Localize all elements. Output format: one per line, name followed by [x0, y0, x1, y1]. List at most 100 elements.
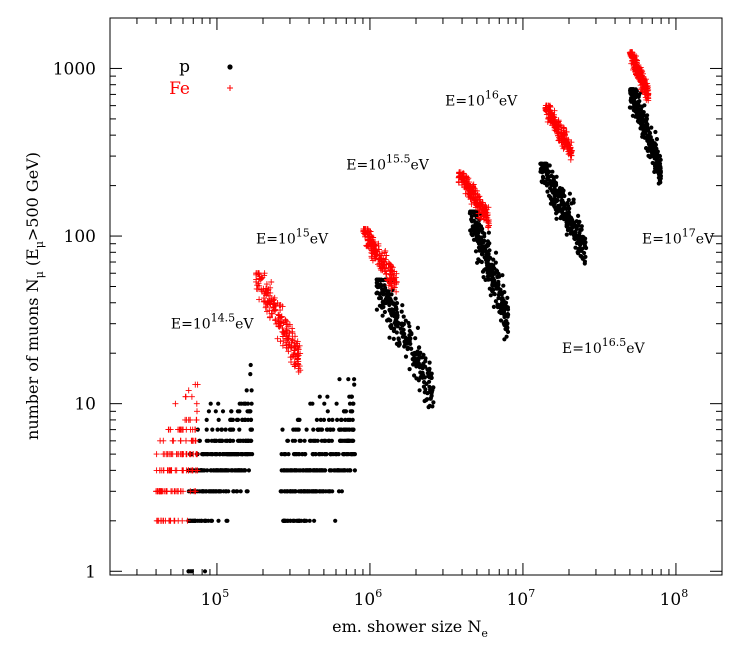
- point-p: [229, 427, 234, 432]
- point-p: [392, 326, 397, 331]
- point-p: [201, 468, 206, 473]
- point-p: [307, 438, 313, 443]
- point-fe: [366, 240, 373, 247]
- point-p: [238, 452, 243, 457]
- point-fe: [560, 138, 567, 145]
- point-p: [650, 153, 655, 159]
- point-fe: [567, 147, 574, 154]
- point-fe: [279, 333, 286, 340]
- point-p: [325, 409, 330, 414]
- point-fe: [256, 296, 263, 303]
- point-p: [650, 160, 655, 166]
- point-fe: [383, 270, 390, 277]
- point-p: [343, 409, 349, 414]
- point-p: [641, 125, 646, 130]
- point-fe: [276, 312, 283, 319]
- point-fe: [185, 467, 192, 474]
- point-p: [645, 113, 650, 118]
- point-fe: [278, 313, 285, 320]
- point-fe: [386, 260, 393, 267]
- point-p: [215, 427, 220, 432]
- point-p: [249, 427, 254, 432]
- point-p: [431, 400, 436, 405]
- point-p: [472, 228, 477, 233]
- point-p: [387, 308, 392, 313]
- point-fe: [295, 355, 301, 362]
- point-p: [378, 282, 383, 287]
- point-p: [558, 191, 563, 196]
- point-p: [553, 187, 558, 193]
- point-fe: [476, 214, 482, 221]
- point-fe: [194, 467, 201, 474]
- point-p: [641, 110, 646, 115]
- point-p: [312, 518, 317, 523]
- point-fe: [260, 285, 267, 292]
- point-p: [393, 296, 398, 301]
- point-p: [197, 489, 202, 494]
- point-p: [481, 275, 486, 280]
- point-fe: [282, 327, 289, 334]
- point-p: [202, 569, 208, 574]
- point-p: [321, 417, 327, 422]
- point-fe: [473, 200, 480, 207]
- point-p: [641, 117, 646, 122]
- point-p: [339, 427, 344, 432]
- point-p: [210, 427, 215, 432]
- point-p: [548, 195, 553, 200]
- point-p: [315, 468, 320, 473]
- point-p: [571, 200, 576, 205]
- point-p: [219, 427, 224, 432]
- point-fe: [549, 122, 556, 129]
- point-p: [307, 518, 312, 523]
- point-p: [652, 142, 657, 147]
- point-p: [351, 438, 356, 443]
- point-p: [631, 90, 636, 95]
- point-p: [542, 179, 547, 185]
- point-p: [407, 324, 412, 329]
- point-fe: [481, 205, 488, 211]
- point-fe: [474, 201, 481, 208]
- point-p: [319, 427, 324, 432]
- point-p: [504, 318, 509, 324]
- point-p: [243, 452, 248, 457]
- point-p: [429, 390, 434, 395]
- point-fe: [261, 270, 268, 277]
- point-p: [239, 468, 244, 473]
- point-p: [217, 489, 222, 494]
- point-p: [397, 340, 402, 345]
- point-fe: [266, 314, 273, 321]
- y-tick-label: 1000: [53, 59, 96, 79]
- point-p: [421, 384, 426, 389]
- point-fe: [287, 354, 294, 361]
- point-fe: [287, 344, 294, 351]
- point-fe: [160, 467, 167, 474]
- point-fe: [292, 362, 299, 369]
- legend-label-fe: Fe: [169, 79, 190, 99]
- point-p: [649, 141, 654, 146]
- point-p: [635, 106, 640, 111]
- point-p: [375, 290, 380, 295]
- point-p: [314, 417, 319, 422]
- point-p: [425, 397, 430, 402]
- point-p: [249, 388, 254, 393]
- point-fe: [386, 267, 393, 274]
- point-p: [399, 321, 405, 326]
- point-p: [216, 401, 221, 406]
- point-p: [538, 161, 543, 166]
- point-fe: [155, 517, 162, 524]
- point-p: [322, 468, 327, 473]
- point-p: [579, 224, 584, 229]
- point-fe: [279, 325, 286, 332]
- point-p: [302, 452, 308, 457]
- point-p: [288, 468, 293, 473]
- point-p: [480, 245, 485, 250]
- point-p: [577, 237, 582, 242]
- point-p: [311, 427, 316, 432]
- point-fe: [628, 49, 635, 56]
- point-p: [491, 304, 496, 309]
- point-p: [214, 489, 219, 494]
- point-p: [656, 153, 661, 159]
- point-p: [498, 306, 503, 311]
- point-fe: [168, 467, 175, 474]
